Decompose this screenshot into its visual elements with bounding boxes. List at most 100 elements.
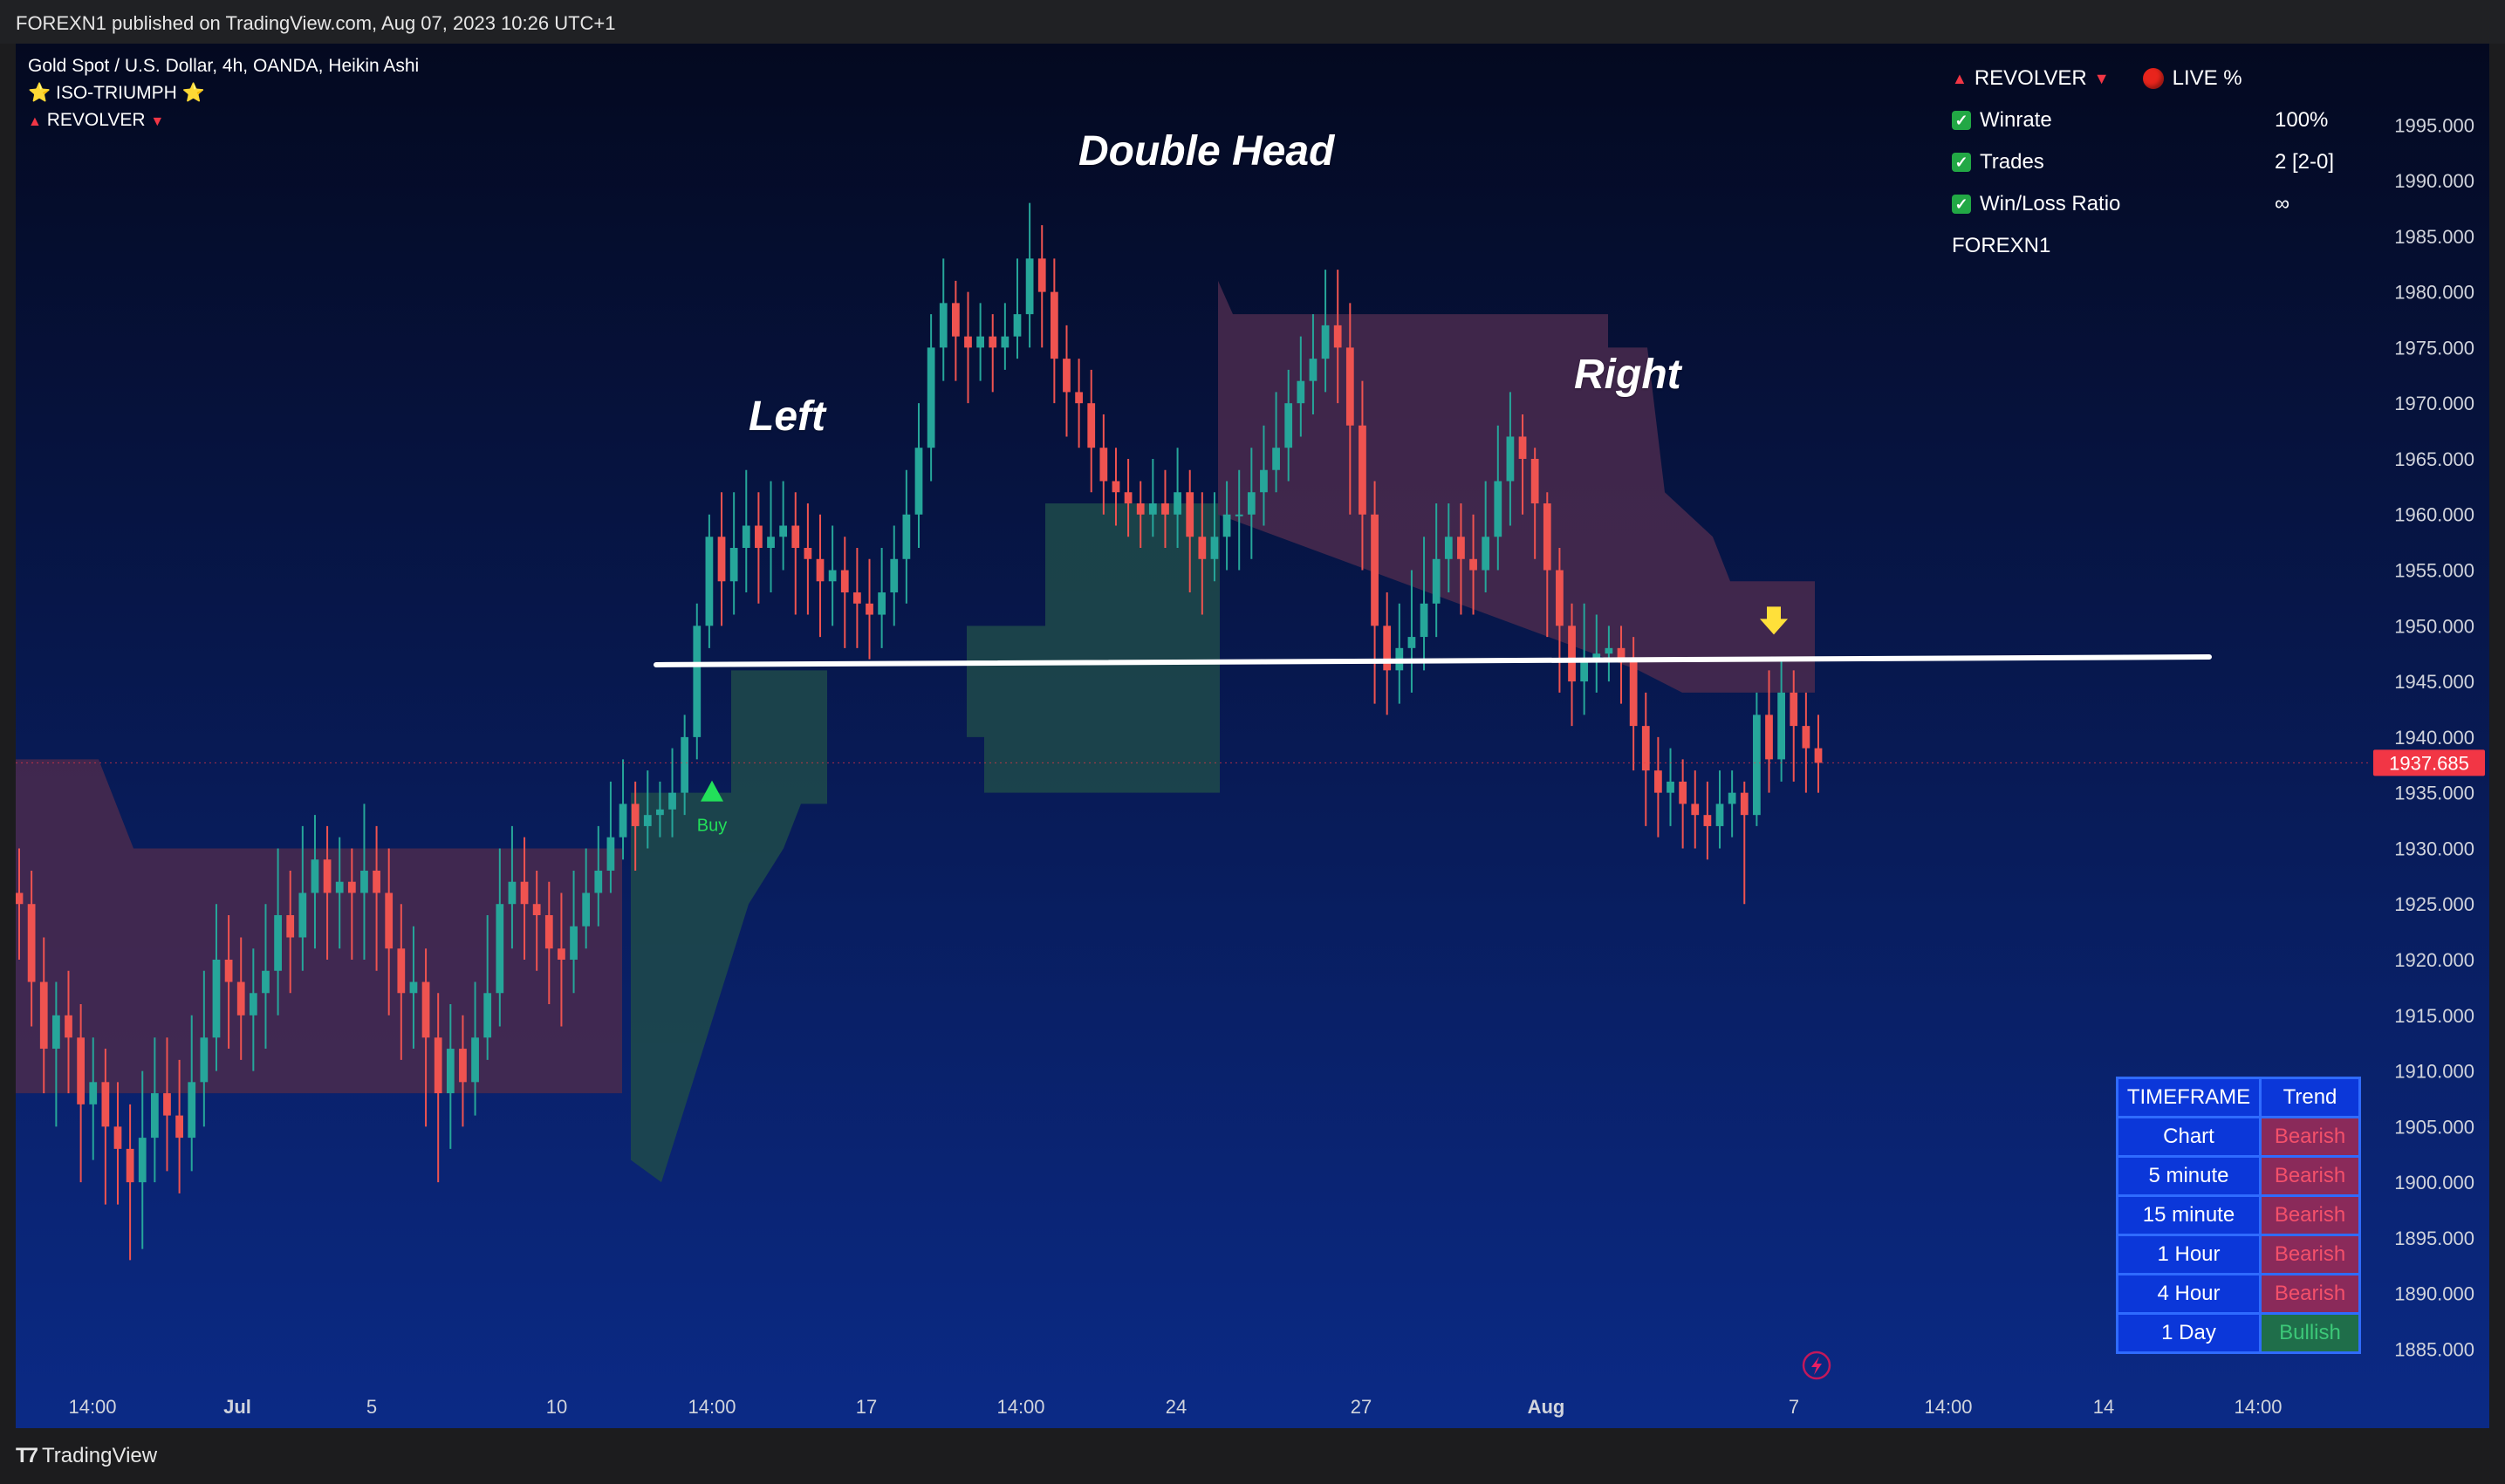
candle-body	[1691, 804, 1700, 816]
candle-body	[878, 592, 886, 615]
annotation-double-head: Double Head	[1078, 128, 1335, 174]
candle-body	[1112, 481, 1120, 493]
candle-body	[1420, 603, 1428, 638]
candle-body	[1087, 403, 1096, 448]
candle-body	[1814, 748, 1823, 763]
candle-body	[1075, 392, 1083, 404]
time-tick-label: 24	[1166, 1396, 1187, 1418]
lightning-icon[interactable]	[1802, 1351, 1831, 1380]
candle-body	[1222, 514, 1231, 537]
bearish-zone-left	[16, 759, 622, 1094]
last-price-tag	[2373, 749, 2485, 776]
candle-body	[1494, 481, 1502, 537]
stat-label: Trades	[1980, 150, 2044, 174]
candle-body	[1013, 314, 1022, 337]
stat-label: Win/Loss Ratio	[1980, 192, 2121, 215]
symbol-legend[interactable]: Gold Spot / U.S. Dollar, 4h, OANDA, Heik…	[28, 56, 420, 76]
header-trend: Trend	[2259, 1077, 2361, 1118]
indicator-legend-iso-triumph[interactable]: ⭐ ISO-TRIUMPH ⭐	[28, 83, 205, 103]
price-tick-label: 1985.000	[2394, 226, 2474, 248]
candle-body	[1161, 503, 1169, 515]
candle-body	[1136, 503, 1145, 515]
cloud-zones	[16, 280, 1815, 1183]
candle-body	[385, 892, 394, 949]
candle-body	[1457, 537, 1465, 559]
stat-label: Winrate	[1980, 108, 2052, 132]
candle-body	[729, 548, 738, 582]
candle-body	[705, 537, 714, 626]
candle-body	[1728, 792, 1736, 804]
time-tick-label: 5	[366, 1396, 377, 1418]
chart-area[interactable]: Buy 1995.000 1990.000 1985.000 1980.000 1975…	[16, 44, 2489, 1428]
stat-row-winrate: ✓ Winrate 100%	[1952, 103, 2362, 138]
candle-body	[1124, 492, 1133, 503]
candle-body	[816, 558, 825, 582]
candle-body	[1371, 514, 1379, 626]
red-triangle-down-icon: ▼	[2093, 69, 2110, 87]
timeframe-cell: Chart	[2116, 1116, 2262, 1158]
candle-body	[1198, 537, 1207, 559]
candle-body	[631, 804, 640, 826]
candle-body	[594, 870, 603, 893]
trend-cell: Bearish	[2259, 1116, 2361, 1158]
timeframe-cell: 5 minute	[2116, 1155, 2262, 1197]
candle-body	[397, 948, 406, 994]
candle-body	[717, 537, 726, 582]
table-row: 4 Hour Bearish	[2116, 1273, 2361, 1315]
indicator-legend-revolver[interactable]: ▲ REVOLVER ▼	[28, 110, 164, 131]
candle-body	[298, 892, 307, 938]
tradingview-logo-icon: T7	[16, 1444, 38, 1467]
price-tick-label: 1995.000	[2394, 114, 2474, 136]
candle-body	[1050, 291, 1058, 359]
candle-body	[1629, 659, 1638, 727]
candle-body	[347, 881, 356, 893]
price-tick-label: 1930.000	[2394, 838, 2474, 859]
candle-body	[964, 336, 972, 348]
candle-body	[1235, 514, 1243, 516]
price-tick-label: 1990.000	[2394, 170, 2474, 192]
price-tick-label: 1925.000	[2394, 893, 2474, 915]
price-tick-label: 1890.000	[2394, 1283, 2474, 1305]
price-tick-label: 1955.000	[2394, 560, 2474, 582]
candle-body	[39, 981, 48, 1050]
chart-background	[16, 44, 2489, 1428]
candle-body	[804, 548, 812, 559]
candle-body	[779, 525, 788, 537]
trend-cell: Bullish	[2259, 1312, 2361, 1354]
table-row: Chart Bearish	[2116, 1116, 2361, 1158]
candle-body	[409, 981, 418, 994]
candle-body	[544, 914, 553, 949]
candle-body	[1333, 325, 1342, 348]
candle-body	[1063, 359, 1071, 393]
price-tick-label: 1945.000	[2394, 671, 2474, 693]
tradingview-brand: TradingView	[42, 1444, 158, 1467]
candle-body	[1321, 325, 1330, 359]
author-label: FOREXN1	[1952, 234, 2051, 257]
time-tick-label: 17	[856, 1396, 877, 1418]
time-tick-label: Jul	[223, 1396, 251, 1418]
candle-body	[1641, 726, 1650, 771]
candle-body	[1667, 781, 1674, 793]
candle-body	[1037, 258, 1046, 292]
candle-body	[150, 1093, 159, 1139]
candle-body	[262, 970, 270, 994]
time-tick-label: 14:00	[68, 1396, 116, 1418]
time-tick-label: 14:00	[996, 1396, 1044, 1418]
candle-body	[163, 1093, 171, 1116]
candle-body	[335, 881, 344, 893]
candle-body	[1297, 380, 1305, 404]
price-axis: 1995.000 1990.000 1985.000 1980.000 1975.000…	[2373, 114, 2485, 1360]
chart-canvas[interactable]: Buy 1995.000 1990.000 1985.000 1980.000 1975…	[16, 44, 2489, 1428]
trend-table-header: TIMEFRAME Trend	[2116, 1077, 2361, 1118]
neckline[interactable]	[654, 654, 2212, 667]
stat-value: 2 [2-0]	[2275, 150, 2335, 174]
candle-body	[1617, 647, 1626, 660]
trend-cell: Bearish	[2259, 1155, 2361, 1197]
candle-body	[200, 1037, 209, 1083]
bullish-zone	[631, 503, 1220, 1183]
candle-body	[951, 303, 960, 337]
price-tick-label: 1960.000	[2394, 504, 2474, 526]
tradingview-logo[interactable]: T7 TradingView	[16, 1444, 157, 1468]
candle-body	[1543, 503, 1551, 571]
candle-body	[1482, 537, 1490, 571]
